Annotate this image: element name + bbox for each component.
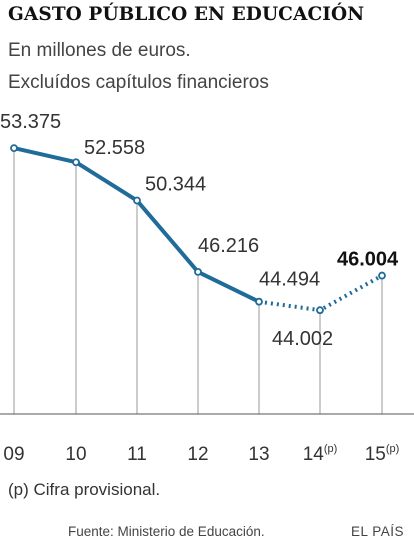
data-point-14: [316, 306, 324, 315]
x-tick-label-15: 15(p): [365, 443, 400, 465]
data-point-12: [194, 268, 202, 276]
data-label-11: 50.344: [145, 174, 206, 196]
data-point-13: [255, 297, 263, 306]
provisional-footnote: (p) Cifra provisional.: [8, 480, 161, 499]
data-label-14: 44.002: [272, 328, 333, 350]
data-point-15: [378, 271, 386, 280]
data-point-10: [72, 158, 80, 167]
x-tick-label-10: 10: [65, 444, 86, 465]
data-label-15: 46.004: [337, 249, 399, 271]
chart-subtitle-units: En millones de euros.: [8, 40, 191, 61]
x-tick-label-13: 13: [248, 444, 269, 465]
data-point-11: [133, 196, 141, 205]
x-tick-label-12: 12: [187, 444, 208, 465]
provisional-mark-14: (p): [324, 443, 337, 455]
data-label-13: 44.494: [259, 269, 320, 291]
x-tick-label-09: 09: [3, 444, 24, 465]
publisher-logo: EL PAÍS: [351, 524, 405, 539]
data-label-10: 52.558: [84, 137, 145, 159]
data-label-09: 53.375: [0, 111, 61, 133]
data-point-09: [10, 144, 18, 153]
provisional-mark-15: (p): [386, 443, 399, 455]
chart-title: GASTO PÚBLICO EN EDUCACIÓN: [8, 4, 365, 25]
x-tick-label-14: 14(p): [303, 443, 338, 465]
x-tick-label-11: 11: [127, 444, 147, 465]
source-credit: Fuente: Ministerio de Educación.: [68, 524, 265, 539]
chart-subtitle-note: Excluídos capítulos financieros: [8, 72, 269, 93]
data-label-12: 46.216: [198, 235, 259, 257]
